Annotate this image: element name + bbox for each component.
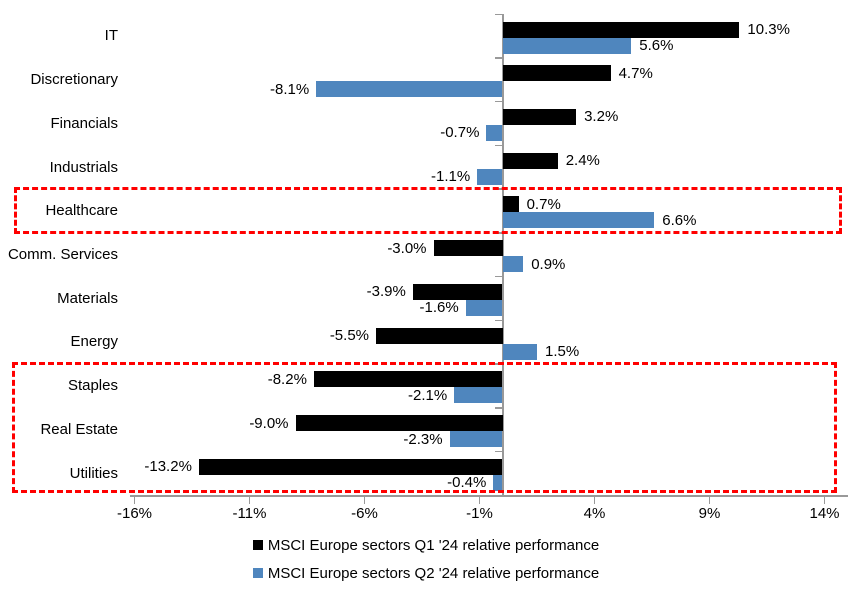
category-axis-tick	[494, 450, 503, 453]
bar-value-label: -9.0%	[249, 414, 289, 432]
x-axis-tick	[593, 497, 596, 504]
category-label: Staples	[67, 377, 118, 395]
category-label: Utilities	[69, 464, 118, 482]
category-label: Industrials	[49, 158, 118, 176]
legend-label-q2: MSCI Europe sectors Q2 '24 relative perf…	[267, 564, 600, 582]
category-label: Financials	[50, 114, 118, 132]
category-label: Healthcare	[45, 202, 118, 220]
q2-bar	[502, 37, 632, 54]
q1-bar	[295, 415, 503, 432]
q1-bar	[502, 108, 577, 125]
q1-bar	[198, 458, 503, 475]
bar-value-label: -1.1%	[431, 168, 471, 186]
y-axis-line	[501, 14, 504, 497]
q2-bar	[502, 343, 537, 360]
category-axis-tick	[494, 13, 503, 15]
bar-value-label: 0.7%	[526, 195, 561, 213]
q1-bar	[376, 327, 503, 344]
bar-value-label: -3.9%	[366, 283, 406, 301]
q1-series-swatch-icon	[252, 540, 263, 550]
category-axis-tick	[494, 407, 503, 409]
x-axis-tick	[363, 497, 366, 504]
q2-bar	[477, 168, 503, 185]
category-axis-tick	[494, 363, 503, 365]
legend-label-q1: MSCI Europe sectors Q1 '24 relative perf…	[267, 536, 600, 554]
q2-bar	[316, 81, 503, 98]
q1-bar	[502, 21, 740, 38]
category-label: IT	[104, 27, 118, 45]
q2-series-swatch-icon	[252, 568, 263, 578]
legend-item-q2: MSCI Europe sectors Q2 '24 relative perf…	[252, 559, 600, 587]
bar-value-label: 4.7%	[618, 64, 653, 82]
x-axis-tick-label: -1%	[466, 505, 493, 522]
category-label: Discretionary	[30, 71, 118, 89]
bar-value-label: -8.1%	[270, 80, 310, 98]
bar-value-label: 3.2%	[584, 108, 619, 126]
chart-legend: MSCI Europe sectors Q1 '24 relative perf…	[0, 531, 852, 587]
q2-bar	[449, 431, 503, 448]
category-axis-tick	[494, 275, 503, 278]
category-axis-tick	[494, 232, 503, 234]
category-axis-tick	[494, 57, 503, 59]
category-label: Comm. Services	[7, 245, 118, 263]
bar-value-label: 1.5%	[545, 343, 580, 361]
bar-value-label: 5.6%	[639, 37, 674, 54]
q2-bar	[493, 474, 503, 491]
x-axis-tick	[478, 497, 481, 504]
bar-value-label: -3.0%	[387, 239, 427, 257]
bar-value-label: -0.4%	[447, 474, 487, 492]
category-axis-tick	[494, 144, 503, 147]
x-axis-line	[130, 495, 848, 497]
category-label: Energy	[70, 333, 118, 351]
bar-value-label: 6.6%	[662, 211, 697, 229]
bar-value-label: 2.4%	[565, 152, 600, 170]
x-axis-tick-label: 4%	[583, 505, 606, 522]
x-axis-tick-label: 14%	[809, 505, 840, 522]
bar-value-label: 0.9%	[531, 255, 566, 273]
x-axis-tick-label: -11%	[232, 505, 267, 522]
category-axis-tick	[494, 188, 503, 190]
x-axis-tick	[823, 497, 826, 504]
category-axis-tick	[494, 319, 503, 322]
legend-item-q1: MSCI Europe sectors Q1 '24 relative perf…	[252, 531, 600, 559]
x-axis-tick-label: -16%	[116, 505, 153, 522]
category-label: Materials	[57, 289, 118, 307]
bar-value-label: -2.3%	[403, 430, 443, 448]
healthcare-highlight	[14, 187, 842, 235]
bar-value-label: -0.7%	[440, 124, 480, 142]
q1-bar	[412, 283, 503, 300]
q2-bar	[486, 124, 503, 141]
q2-bar	[502, 256, 524, 273]
q2-bar	[454, 387, 503, 404]
bar-value-label: -5.5%	[329, 327, 369, 345]
bar-value-label: -8.2%	[267, 370, 307, 388]
x-axis-tick	[133, 497, 136, 504]
q1-bar	[502, 152, 558, 169]
bar-value-label: -2.1%	[408, 386, 448, 404]
q1-bar	[433, 240, 503, 257]
x-axis-tick-label: -6%	[351, 505, 378, 522]
q2-bar	[465, 299, 503, 316]
q1-bar	[313, 371, 503, 388]
q1-bar	[502, 196, 519, 213]
bar-value-label: 10.3%	[747, 21, 790, 38]
x-axis-tick-label: 9%	[698, 505, 721, 522]
q2-bar	[502, 212, 655, 229]
bar-value-label: -13.2%	[144, 458, 192, 476]
q1-bar	[502, 65, 611, 82]
category-axis-tick	[494, 100, 503, 103]
category-label: Real Estate	[40, 420, 118, 438]
x-axis-tick	[708, 497, 711, 504]
bar-value-label: -1.6%	[419, 299, 459, 317]
category-axis-tick	[494, 494, 503, 496]
x-axis-tick	[248, 497, 251, 504]
